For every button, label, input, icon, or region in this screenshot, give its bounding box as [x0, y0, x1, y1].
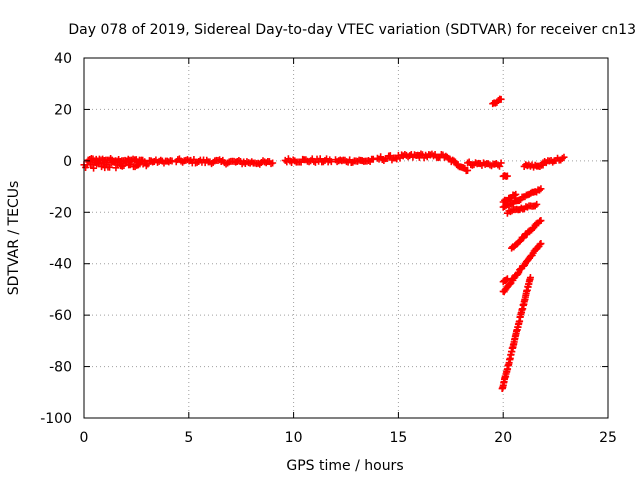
- y-tick-label: -80: [49, 360, 72, 376]
- y-tick-label: -20: [49, 205, 72, 221]
- data-point: [98, 163, 106, 171]
- y-axis-label: SDTVAR / TECUs: [6, 181, 22, 296]
- data-point: [510, 191, 518, 199]
- data-point: [502, 276, 510, 284]
- data-point: [506, 194, 514, 202]
- grid-lines: [84, 58, 608, 418]
- data-point: [464, 166, 472, 174]
- data-point: [560, 153, 568, 161]
- data-point: [537, 240, 545, 248]
- y-tick-label: 20: [54, 102, 72, 118]
- x-tick-label: 10: [285, 430, 303, 446]
- data-point: [506, 280, 514, 288]
- x-tick-label: 25: [599, 430, 617, 446]
- data-point: [497, 95, 505, 103]
- x-tick-label: 15: [389, 430, 407, 446]
- plot-frame: [83, 57, 609, 419]
- chart-title: Day 078 of 2019, Sidereal Day-to-day VTE…: [68, 22, 636, 38]
- y-tick-label: 0: [63, 154, 72, 170]
- data-point: [533, 200, 541, 208]
- data-points: [80, 95, 568, 393]
- data-point: [139, 156, 147, 164]
- data-point: [537, 185, 545, 193]
- data-point: [269, 159, 277, 167]
- data-point: [516, 237, 524, 245]
- data-point: [537, 217, 545, 225]
- x-tick-label: 0: [80, 430, 89, 446]
- data-point: [497, 159, 505, 167]
- x-tick-label: 20: [494, 430, 512, 446]
- data-point: [512, 190, 520, 198]
- data-point: [526, 274, 534, 282]
- y-tick-label: -60: [49, 308, 72, 324]
- y-tick-label: -40: [49, 257, 72, 273]
- data-point: [450, 157, 458, 165]
- data-point: [503, 275, 511, 283]
- data-point: [535, 186, 543, 194]
- x-tick-label: 5: [184, 430, 193, 446]
- data-point: [106, 163, 114, 171]
- data-point: [90, 164, 98, 172]
- y-tick-label: 40: [54, 51, 72, 67]
- data-point: [503, 172, 511, 180]
- x-axis-label: GPS time / hours: [286, 458, 403, 474]
- axis-ticks: -100 -80 -60 -40 -20 0 20 40 0 5 10 15 20 25: [40, 51, 617, 446]
- y-tick-label: -100: [40, 411, 72, 427]
